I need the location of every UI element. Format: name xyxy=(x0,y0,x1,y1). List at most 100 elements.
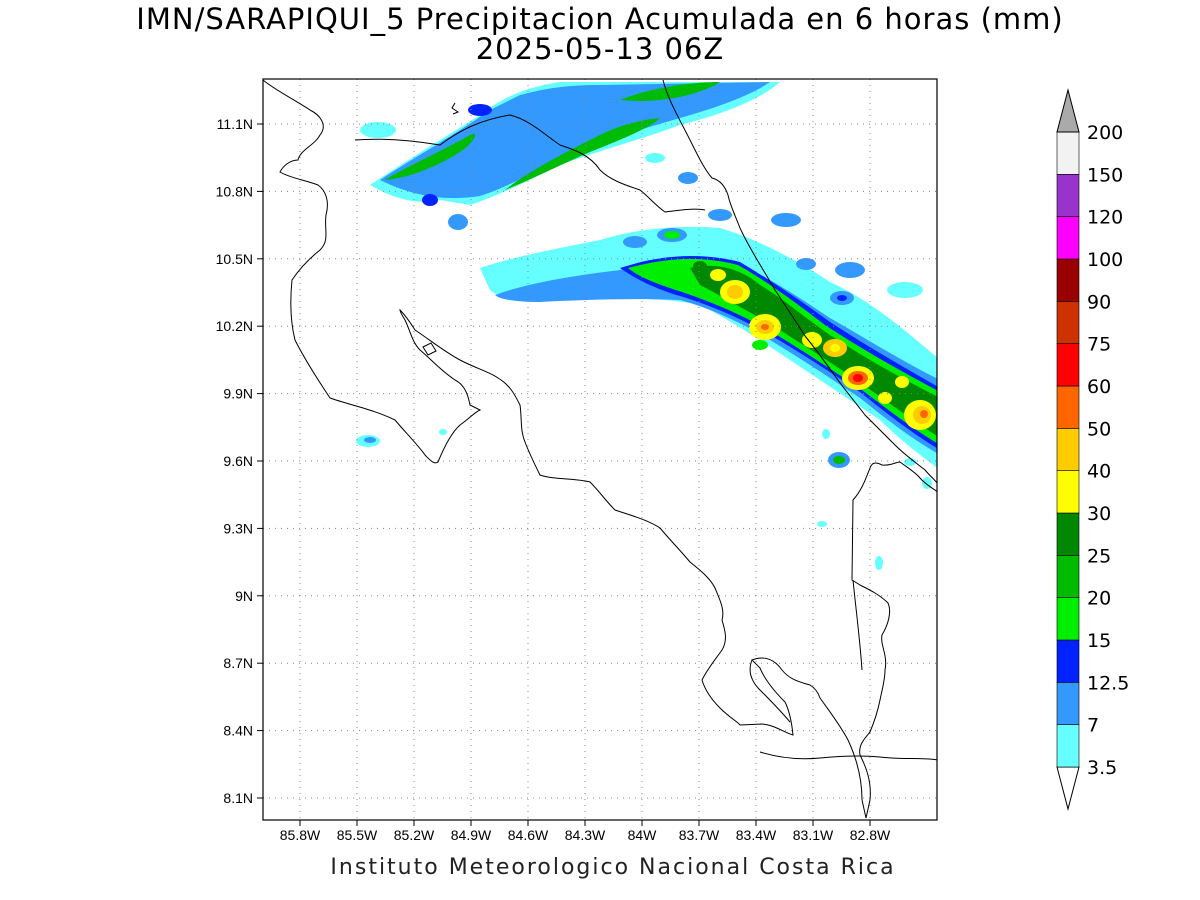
lon-tick-label: 83.7W xyxy=(679,827,720,843)
colorbar-box xyxy=(1056,597,1080,641)
colorbar-label: 7 xyxy=(1087,715,1099,737)
colorbar-box xyxy=(1056,555,1080,598)
colorbar-box xyxy=(1056,428,1080,471)
precip-cell xyxy=(364,437,376,443)
precip-cell xyxy=(678,172,698,184)
precip-cell xyxy=(448,214,468,230)
lon-tick-label: 82.8W xyxy=(850,827,891,843)
colorbar-box xyxy=(1056,639,1080,683)
lat-tick-label: 9.3N xyxy=(223,520,253,536)
precip-cell xyxy=(645,153,665,163)
precip-band-central-darkgreen xyxy=(690,265,937,437)
map-datetime: 2025-05-13 06Z xyxy=(475,32,725,66)
precip-band-north-core1 xyxy=(385,133,476,180)
lon-tick-label: 83.1W xyxy=(793,827,834,843)
colorbar-label: 75 xyxy=(1087,334,1111,356)
map-title: IMN/SARAPIQUI_5 Precipitacion Acumulada … xyxy=(136,2,1064,36)
precip-cell xyxy=(920,410,928,418)
precip-cell xyxy=(817,521,827,527)
precip-cell xyxy=(835,262,865,278)
precip-band-north-mid xyxy=(380,82,770,199)
colorbar-label: 3.5 xyxy=(1087,757,1117,779)
lon-tick-label: 85.2W xyxy=(394,827,435,843)
colorbar-box xyxy=(1056,682,1080,725)
lat-tick-label: 10.5N xyxy=(216,251,253,267)
colorbar-box xyxy=(1056,343,1080,387)
lon-tick-label: 84.9W xyxy=(451,827,492,843)
lat-tick-label: 9N xyxy=(235,588,253,604)
lon-tick-label: 84.6W xyxy=(508,827,549,843)
colorbar-label: 150 xyxy=(1087,164,1123,186)
colorbar-label: 90 xyxy=(1087,291,1111,313)
lake-nicaragua-outline xyxy=(451,102,460,115)
colorbar-label: 40 xyxy=(1087,461,1111,483)
precip-cell xyxy=(822,429,830,439)
precip-band-central-green xyxy=(628,258,937,444)
border-panama xyxy=(852,579,863,671)
colorbar-box xyxy=(1056,724,1080,768)
longitude-ticks: 85.8W 85.5W 85.2W 84.9W 84.6W 84.3W 84W 83.7W 83… xyxy=(280,820,891,843)
colorbar-label: 50 xyxy=(1087,418,1111,440)
precip-cell xyxy=(853,374,863,382)
precip-cell xyxy=(833,456,845,464)
gulf-of-nicoya-island xyxy=(422,342,437,356)
coastline-pacific xyxy=(263,79,937,819)
lat-tick-label: 8.1N xyxy=(223,790,253,806)
colorbar-label: 100 xyxy=(1087,249,1123,271)
colorbar-box xyxy=(1056,385,1080,429)
colorbar-box xyxy=(1056,301,1080,344)
lat-tick-label: 11.1N xyxy=(217,116,253,132)
colorbar-arrow-low xyxy=(1056,766,1080,811)
lon-tick-label: 85.5W xyxy=(337,827,378,843)
precip-cell xyxy=(830,344,840,352)
colorbar-label: 12.5 xyxy=(1087,672,1129,694)
lat-tick-label: 9.9N xyxy=(223,386,253,402)
precip-cell xyxy=(422,194,438,206)
precip-cell xyxy=(761,324,769,330)
precip-cell xyxy=(693,261,707,271)
precip-cell xyxy=(360,122,396,138)
colorbar-box xyxy=(1056,470,1080,514)
precip-cell xyxy=(468,104,492,116)
precip-cell xyxy=(439,429,447,435)
precip-band-north-core3 xyxy=(620,82,720,101)
precip-cell xyxy=(802,332,822,348)
colorbar-box xyxy=(1056,174,1080,217)
footer-institute: Instituto Meteorologico Nacional Costa R… xyxy=(330,855,896,880)
precip-cell xyxy=(752,340,768,350)
precip-cell xyxy=(771,213,801,227)
precipitation-field xyxy=(356,82,937,570)
colorbar-label: 15 xyxy=(1087,630,1111,652)
precip-cell xyxy=(796,258,816,270)
lon-tick-label: 84.3W xyxy=(565,827,606,843)
colorbar-box xyxy=(1056,216,1080,260)
colorbar-box xyxy=(1056,131,1080,175)
lat-tick-label: 9.6N xyxy=(223,453,253,469)
precip-cell xyxy=(727,285,743,299)
colorbar-box xyxy=(1056,512,1080,556)
lon-tick-label: 83.4W xyxy=(736,827,777,843)
precip-cell xyxy=(887,282,923,298)
colorbar-box xyxy=(1056,258,1080,302)
lat-tick-label: 10.2N xyxy=(216,318,253,334)
colorbar-arrow-high xyxy=(1056,88,1080,133)
lat-tick-label: 8.4N xyxy=(223,723,253,739)
colorbar-label: 20 xyxy=(1087,588,1111,610)
lat-lon-grid xyxy=(263,79,937,820)
lat-tick-label: 8.7N xyxy=(223,655,253,671)
precip-cell xyxy=(664,231,680,239)
colorbar: 3.5 7 12.5 15 20 25 30 40 50 60 75 90 100 120 150 200 xyxy=(1056,88,1129,811)
lat-tick-label: 10.8N xyxy=(216,183,253,199)
lon-tick-label: 85.8W xyxy=(280,827,321,843)
pacific-coast-south xyxy=(759,751,937,761)
osa-peninsula xyxy=(749,659,791,723)
colorbar-label: 25 xyxy=(1087,545,1111,567)
precip-cell xyxy=(875,556,883,570)
precip-cell xyxy=(708,209,732,221)
precip-cell xyxy=(878,392,892,404)
precip-cell xyxy=(837,295,847,301)
precip-cell xyxy=(710,269,726,281)
precip-cell xyxy=(623,236,647,248)
colorbar-label: 30 xyxy=(1087,503,1111,525)
